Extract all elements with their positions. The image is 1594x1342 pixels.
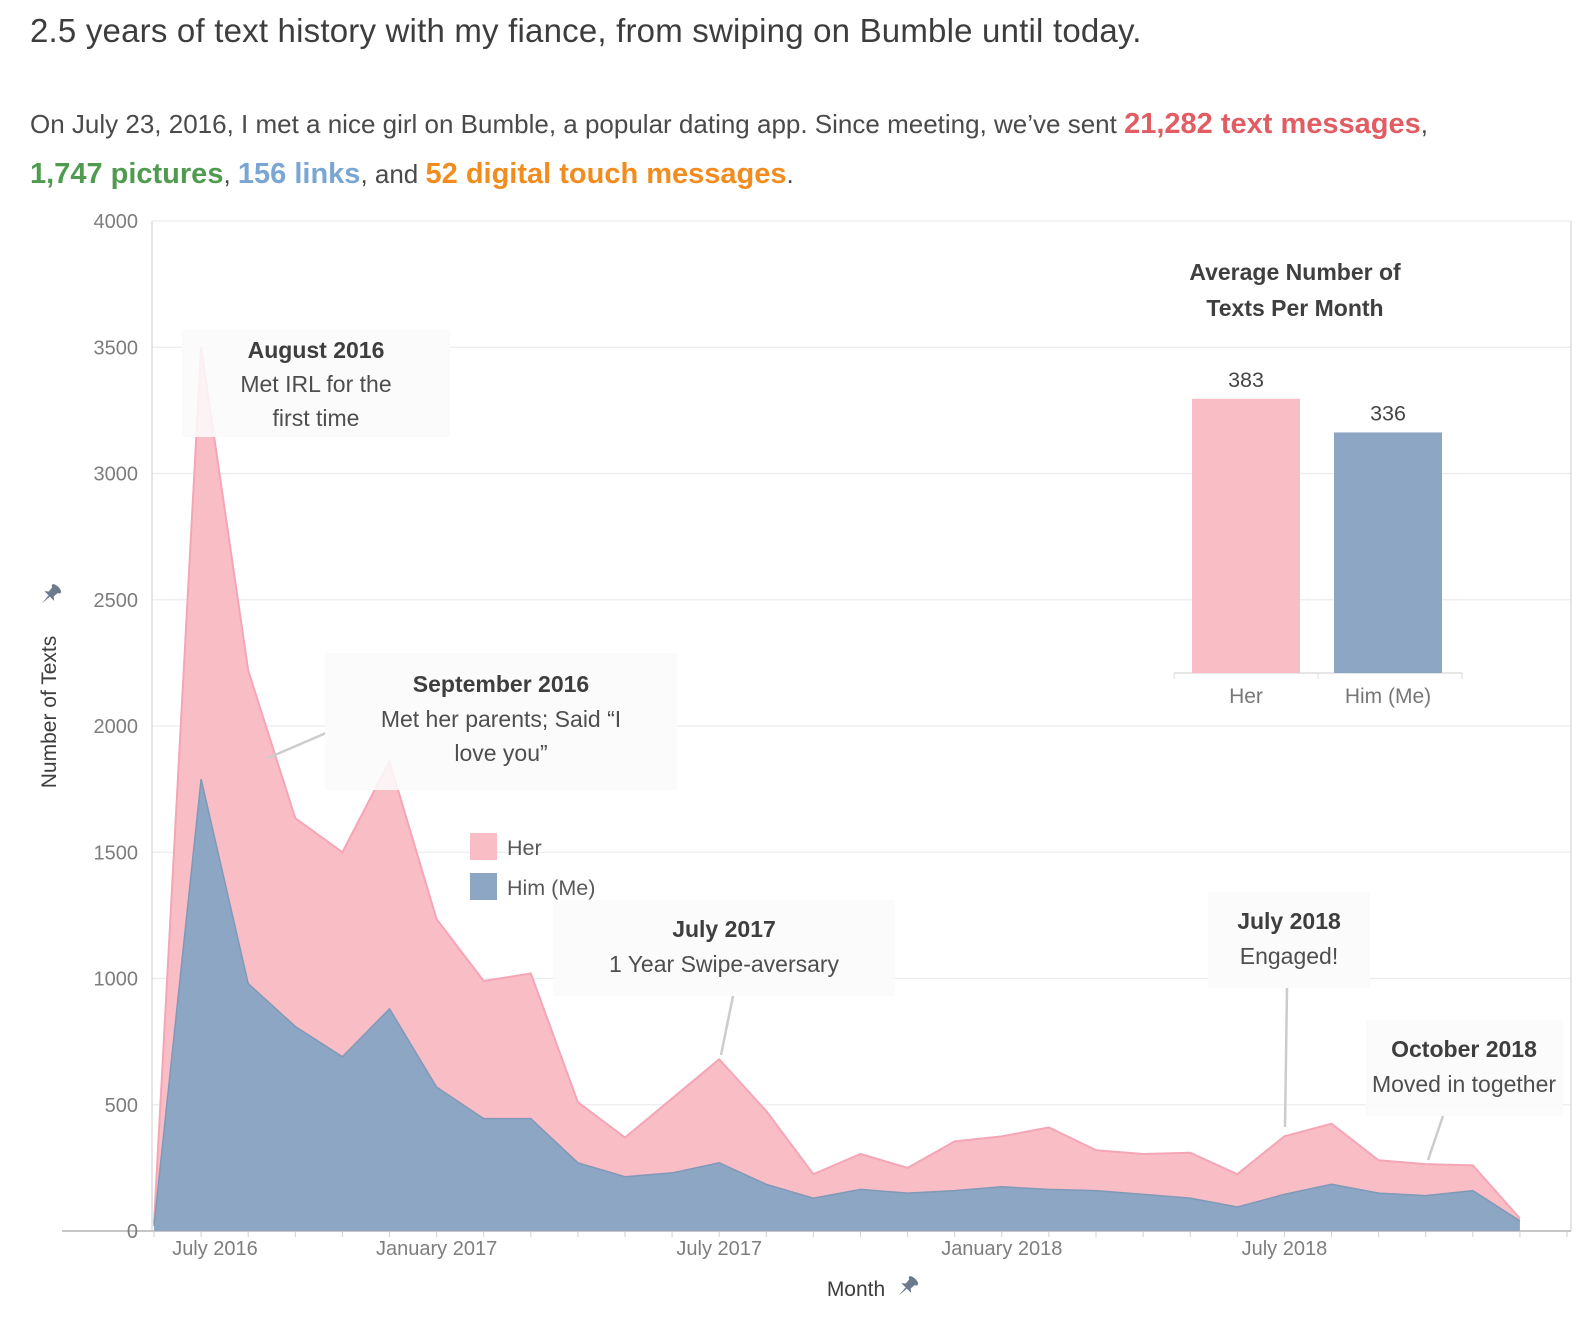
subtitle-sep-3: , and xyxy=(360,158,426,189)
y-tick-label: 2500 xyxy=(94,590,139,612)
x-axis-title: Month xyxy=(827,1278,885,1301)
annotation-leader-line xyxy=(1283,987,1289,1128)
x-tick-label: January 2017 xyxy=(376,1238,497,1260)
inset-bar-value: 383 xyxy=(1228,368,1264,392)
area-him xyxy=(154,779,1520,1231)
x-tick-label: July 2016 xyxy=(172,1238,258,1260)
text-history-chart: 0 500 1000 1500 2000 2500 3000 3500 4000 July 20… xyxy=(38,211,1572,1301)
annotation-box xyxy=(1366,1020,1563,1116)
annotation-july-2018: July 2018 Engaged! xyxy=(1208,892,1370,1128)
y-axis-title: Number of Texts xyxy=(38,636,61,789)
inset-title-line2: Texts Per Month xyxy=(1206,295,1383,321)
annotation-line: first time xyxy=(273,405,360,431)
annotation-title: August 2016 xyxy=(248,337,385,363)
inset-bar-category: Her xyxy=(1229,685,1263,708)
annotation-line: Met her parents; Said “I xyxy=(381,706,621,732)
annotation-leader-line xyxy=(267,731,327,760)
x-axis-ticks: July 2016 January 2017 July 2017 January 20… xyxy=(153,1231,1568,1260)
inset-bar-him xyxy=(1334,432,1442,673)
stat-touch-messages: 52 digital touch messages xyxy=(425,157,787,190)
x-tick-label: July 2018 xyxy=(1242,1238,1328,1260)
legend-swatch-her xyxy=(470,833,497,860)
y-tick-label: 500 xyxy=(105,1095,138,1117)
legend-label-her: Her xyxy=(507,836,542,860)
inset-bars: 383 Her 336 Him (Me) xyxy=(1173,368,1463,708)
x-axis-title-group: Month xyxy=(827,1276,919,1301)
y-axis-tick-labels: 0 500 1000 1500 2000 2500 3000 3500 4000 xyxy=(94,211,139,1243)
area-him-outline xyxy=(153,778,1521,1227)
stat-text-messages: 21,282 text messages xyxy=(1124,108,1421,140)
annotations: August 2016 Met IRL for the first time S… xyxy=(182,330,1563,1161)
inset-bar-chart: Average Number of Texts Per Month 383 Her… xyxy=(1173,259,1463,708)
area-her xyxy=(154,347,1520,1231)
legend: Her Him (Me) xyxy=(470,833,595,900)
legend-swatch-him xyxy=(470,873,497,900)
inset-bar-category: Him (Me) xyxy=(1345,685,1431,708)
y-tick-label: 3500 xyxy=(94,337,139,359)
report-header: 2.5 years of text history with my fiance… xyxy=(0,0,1594,200)
page-title: 2.5 years of text history with my fiance… xyxy=(30,12,1142,49)
subtitle-period: . xyxy=(786,158,794,189)
inset-bar-value: 336 xyxy=(1370,401,1406,425)
annotation-october-2018: October 2018 Moved in together xyxy=(1366,1020,1563,1161)
annotation-box xyxy=(553,900,895,996)
annotation-july-2017: July 2017 1 Year Swipe-aversary xyxy=(553,900,895,1056)
annotation-title: July 2018 xyxy=(1237,908,1341,934)
x-tick-label: January 2018 xyxy=(941,1238,1062,1260)
annotation-leader-line xyxy=(1426,1115,1445,1161)
annotation-box xyxy=(182,330,450,437)
legend-label-him: Him (Me) xyxy=(507,876,595,900)
y-axis-title-group: Number of Texts xyxy=(38,584,62,789)
annotation-title: October 2018 xyxy=(1391,1036,1537,1062)
chart-area: 0 500 1000 1500 2000 2500 3000 3500 4000 July 20… xyxy=(0,197,1594,1342)
annotation-line: love you” xyxy=(454,740,547,766)
pin-icon xyxy=(41,584,62,604)
stat-pictures: 1,747 pictures xyxy=(30,157,224,190)
subtitle-sep-2: , xyxy=(223,158,238,189)
annotation-line: Engaged! xyxy=(1240,943,1338,969)
annotation-line: Moved in together xyxy=(1372,1071,1556,1097)
subtitle: On July 23, 2016, I met a nice girl on B… xyxy=(30,100,1550,200)
annotation-august-2016: August 2016 Met IRL for the first time xyxy=(182,330,450,437)
pin-icon xyxy=(898,1276,919,1296)
annotation-line: Met IRL for the xyxy=(240,371,391,397)
stat-links: 156 links xyxy=(237,157,361,190)
annotation-line: 1 Year Swipe-aversary xyxy=(609,951,840,977)
inset-title-line1: Average Number of xyxy=(1189,259,1401,285)
inset-bar-her xyxy=(1192,398,1300,673)
y-tick-label: 1500 xyxy=(94,842,139,864)
x-tick-label: July 2017 xyxy=(676,1238,762,1260)
y-tick-label: 4000 xyxy=(94,211,139,233)
subtitle-lead: On July 23, 2016, I met a nice girl on B… xyxy=(30,109,1125,139)
y-tick-label: 1000 xyxy=(94,969,139,991)
annotation-september-2016: September 2016 Met her parents; Said “I … xyxy=(267,653,677,790)
annotation-title: July 2017 xyxy=(672,916,776,942)
subtitle-sep-1: , xyxy=(1420,109,1428,139)
y-tick-label: 0 xyxy=(127,1221,138,1243)
annotation-box xyxy=(325,653,677,790)
y-tick-label: 3000 xyxy=(94,464,139,486)
annotation-leader-line xyxy=(719,995,735,1056)
annotation-box xyxy=(1208,892,1370,988)
annotation-title: September 2016 xyxy=(413,671,589,697)
y-tick-label: 2000 xyxy=(94,716,139,738)
